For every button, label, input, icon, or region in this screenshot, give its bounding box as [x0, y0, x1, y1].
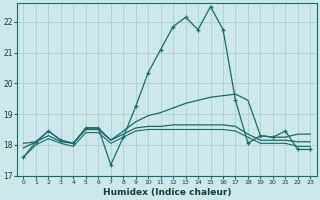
X-axis label: Humidex (Indice chaleur): Humidex (Indice chaleur)	[103, 188, 231, 197]
